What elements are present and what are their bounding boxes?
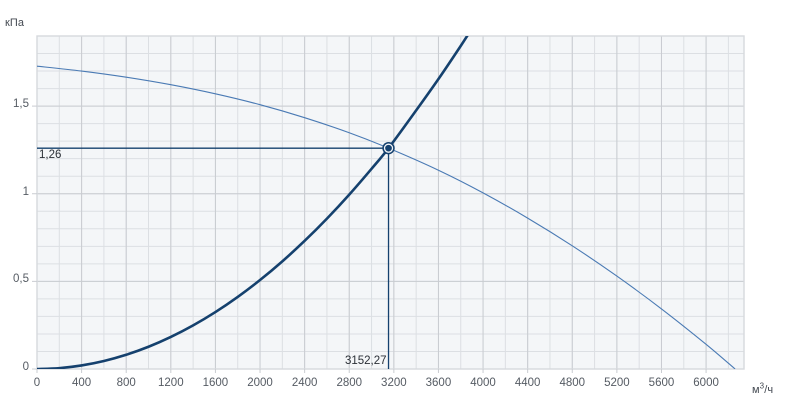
x-axis-tick-marks (36, 369, 707, 373)
y-axis-unit-label: кПа (5, 17, 25, 29)
operating-point-marker-core (385, 145, 392, 151)
x-axis-tick-label: 4800 (559, 377, 586, 389)
x-axis-tick-label: 0 (33, 377, 41, 389)
system-resistance-curve (37, 36, 469, 369)
x-axis-tick-label: 4400 (514, 377, 541, 389)
y-axis-tick-marks (32, 105, 37, 370)
x-axis-tick-label: 5600 (648, 377, 675, 389)
x-axis-tick-label: 1600 (202, 377, 229, 389)
x-axis-tick-label: 4000 (470, 377, 496, 389)
y-axis-tick-label: 1 (22, 185, 29, 198)
x-axis-tick-label: 6000 (693, 377, 719, 389)
x-axis-tick-label: 2400 (291, 377, 318, 389)
y-axis-tick-label: 0,5 (13, 273, 29, 286)
x-axis-tick-label: 1200 (158, 377, 184, 389)
x-axis-unit-label: м3/ч (752, 381, 774, 396)
major-gridlines (37, 36, 744, 369)
x-axis-tick-label: 3200 (381, 377, 407, 389)
plot-background (37, 36, 744, 369)
operating-point-y-value-label: 1,26 (39, 149, 62, 162)
x-axis-tick-label: 3600 (425, 377, 452, 389)
x-axis-tick-label: 400 (72, 377, 92, 389)
x-axis-tick-label: 2000 (247, 377, 273, 389)
y-axis-tick-label: 1,5 (13, 98, 29, 111)
plot-border (36, 35, 745, 370)
x-axis-tick-label: 2800 (336, 377, 363, 389)
x-axis-tick-label: 800 (116, 377, 136, 389)
operating-point-marker-ring (383, 143, 394, 153)
x-axis-tick-label: 5200 (604, 377, 630, 389)
operating-point-x-value-label: 3152,27 (344, 355, 387, 367)
y-axis-tick-label: 0 (22, 361, 29, 373)
